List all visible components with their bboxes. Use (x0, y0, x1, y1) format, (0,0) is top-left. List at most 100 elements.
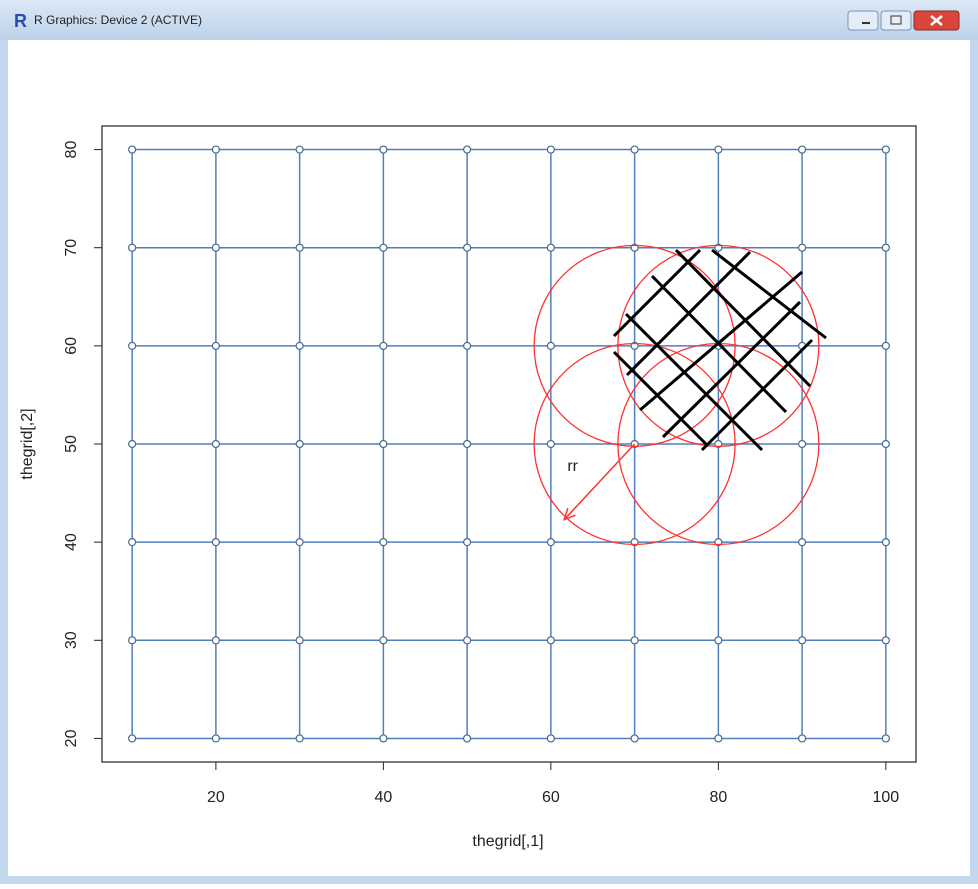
hatch-line (612, 248, 702, 338)
arrow-label: rr (567, 458, 578, 475)
hatch-line (639, 270, 803, 412)
minimize-icon (862, 22, 870, 24)
point (881, 243, 890, 252)
point (714, 145, 723, 154)
y-tick-label: 20 (63, 729, 80, 747)
y-axis-label: thegrid[,2] (19, 408, 36, 479)
point (379, 538, 388, 547)
radius-circle (617, 244, 820, 447)
point (546, 734, 555, 743)
point (546, 145, 555, 154)
point (128, 439, 137, 449)
hatch-line (624, 312, 764, 452)
point (463, 145, 472, 154)
point (379, 439, 388, 449)
point (128, 341, 137, 350)
close-icon (930, 15, 943, 26)
point (798, 439, 807, 449)
point (379, 636, 388, 645)
x-tick-label: 80 (709, 789, 727, 806)
point (630, 636, 639, 645)
maximize-icon (890, 15, 902, 25)
point (881, 439, 890, 449)
y-tick-label: 40 (63, 533, 80, 551)
point (798, 636, 807, 645)
x-axis-label: thegrid[,1] (472, 833, 543, 850)
x-tick-label: 60 (542, 789, 560, 806)
point (128, 145, 137, 154)
point (128, 538, 137, 547)
arrow-head (563, 507, 576, 521)
point (463, 538, 472, 547)
point (881, 341, 890, 350)
hatch-line (612, 350, 710, 448)
point (211, 243, 220, 252)
point (295, 243, 304, 252)
y-tick-label: 80 (63, 141, 80, 159)
point (211, 636, 220, 645)
point (798, 734, 807, 743)
point (546, 538, 555, 547)
point (546, 636, 555, 645)
minimize-button[interactable] (847, 10, 879, 31)
point (881, 636, 890, 645)
arrow-shaft (563, 443, 636, 521)
y-tick-label: 50 (63, 435, 80, 453)
point (211, 538, 220, 547)
plot-device (8, 40, 970, 876)
point (295, 734, 304, 743)
hatch-line (625, 250, 752, 377)
x-tick-label: 20 (207, 789, 225, 806)
hatch-line (700, 338, 814, 452)
radius-circle (533, 342, 736, 546)
radius-circle (533, 244, 736, 447)
x-tick-label: 40 (374, 789, 392, 806)
point (463, 636, 472, 645)
point (798, 145, 807, 154)
point (798, 243, 807, 252)
point (714, 734, 723, 743)
hatch-line (711, 248, 827, 340)
point (295, 145, 304, 154)
point (546, 439, 555, 449)
point (128, 243, 137, 252)
point (881, 145, 890, 154)
title-bar (0, 0, 978, 40)
point (211, 734, 220, 743)
point (379, 145, 388, 154)
point (881, 538, 890, 547)
point (630, 734, 639, 743)
point (379, 734, 388, 743)
hatching (612, 248, 827, 452)
point (881, 734, 890, 743)
point (463, 243, 472, 252)
x-tick-label: 100 (873, 789, 900, 806)
point (463, 734, 472, 743)
point (714, 636, 723, 645)
point (463, 341, 472, 350)
point (295, 439, 304, 449)
point (211, 341, 220, 350)
point (379, 341, 388, 350)
point (546, 243, 555, 252)
y-tick-label: 60 (63, 337, 80, 355)
window-title: R Graphics: Device 2 (ACTIVE) (34, 13, 202, 27)
maximize-button[interactable] (880, 10, 912, 31)
point (546, 341, 555, 350)
point (798, 538, 807, 547)
point (295, 538, 304, 547)
point (379, 243, 388, 252)
point (630, 145, 639, 154)
app-icon: R (14, 11, 27, 31)
hatch-line (661, 300, 802, 439)
point (295, 341, 304, 350)
point (295, 636, 304, 645)
point (128, 734, 137, 743)
point (128, 636, 137, 645)
y-tick-label: 70 (63, 239, 80, 257)
y-tick-label: 30 (63, 631, 80, 649)
point (211, 145, 220, 154)
point (211, 439, 220, 449)
